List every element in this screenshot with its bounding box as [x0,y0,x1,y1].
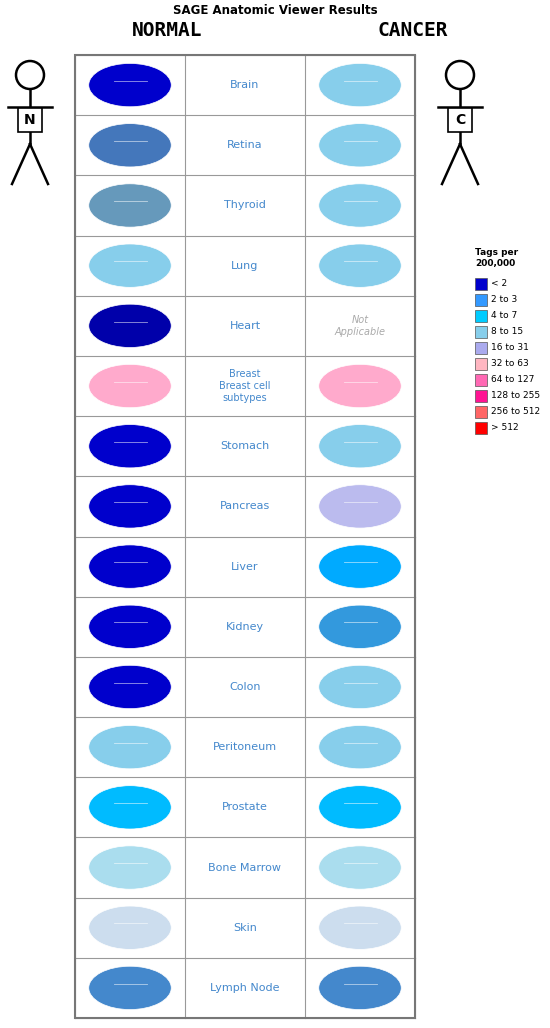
Bar [75,56,415,1018]
Ellipse shape [89,304,171,347]
Ellipse shape [319,244,402,287]
Ellipse shape [89,906,171,950]
Ellipse shape [319,605,402,649]
Ellipse shape [319,64,402,107]
Text: Heart: Heart [229,321,261,331]
Bar [475,358,487,370]
Ellipse shape [89,184,171,227]
Bar [475,294,487,305]
Text: Not
Applicable: Not Applicable [334,315,386,336]
Ellipse shape [319,665,402,708]
Ellipse shape [319,726,402,769]
Bar [475,309,487,322]
Text: 8 to 15: 8 to 15 [491,327,523,336]
Text: 4 to 7: 4 to 7 [491,311,517,320]
Text: Tags per
200,000: Tags per 200,000 [475,248,518,267]
Ellipse shape [89,966,171,1009]
Bar [475,278,487,290]
Ellipse shape [319,906,402,950]
Text: Kidney: Kidney [226,622,264,632]
Ellipse shape [319,966,402,1009]
Text: C: C [455,113,465,127]
Text: Bone Marrow: Bone Marrow [208,862,282,873]
Bar [475,406,487,417]
Text: Lymph Node: Lymph Node [210,983,280,993]
Text: > 512: > 512 [491,424,519,432]
Ellipse shape [89,364,171,408]
Ellipse shape [319,485,402,528]
Ellipse shape [89,785,171,829]
Text: Prostate: Prostate [222,802,268,812]
Ellipse shape [89,545,171,588]
Ellipse shape [319,785,402,829]
Ellipse shape [319,846,402,889]
Text: Brain: Brain [230,80,260,90]
Text: Retina: Retina [227,140,263,150]
Ellipse shape [319,364,402,408]
Text: 2 to 3: 2 to 3 [491,295,517,304]
Ellipse shape [89,64,171,107]
Text: Pancreas: Pancreas [220,502,270,511]
Text: CANCER: CANCER [377,21,448,39]
Text: Liver: Liver [231,561,258,572]
Text: Peritoneum: Peritoneum [213,742,277,752]
Ellipse shape [89,665,171,708]
Text: 16 to 31: 16 to 31 [491,343,529,353]
Text: 64 to 127: 64 to 127 [491,375,535,384]
Bar [475,341,487,354]
Ellipse shape [89,726,171,769]
Text: 32 to 63: 32 to 63 [491,359,529,368]
Text: Colon: Colon [229,682,261,692]
Text: N: N [24,113,36,127]
Text: NORMAL: NORMAL [132,21,203,39]
Ellipse shape [319,184,402,227]
Text: Thyroid: Thyroid [224,200,266,211]
Ellipse shape [89,123,171,167]
Text: 256 to 512: 256 to 512 [491,407,540,416]
Ellipse shape [89,244,171,287]
Text: Stomach: Stomach [221,441,270,451]
FancyBboxPatch shape [448,108,472,132]
Ellipse shape [89,485,171,528]
FancyBboxPatch shape [18,108,42,132]
Text: Skin: Skin [233,923,257,932]
Bar [475,421,487,434]
Ellipse shape [89,425,171,468]
Text: Lung: Lung [232,261,258,270]
Text: Breast
Breast cell
subtypes: Breast Breast cell subtypes [219,369,271,403]
Ellipse shape [319,123,402,167]
Ellipse shape [89,605,171,649]
Ellipse shape [89,846,171,889]
Bar [475,390,487,402]
Ellipse shape [319,425,402,468]
Text: 128 to 255: 128 to 255 [491,391,540,400]
Bar [475,326,487,337]
Bar [475,373,487,386]
Text: < 2: < 2 [491,279,507,288]
Ellipse shape [319,545,402,588]
Text: SAGE Anatomic Viewer Results: SAGE Anatomic Viewer Results [173,3,377,16]
